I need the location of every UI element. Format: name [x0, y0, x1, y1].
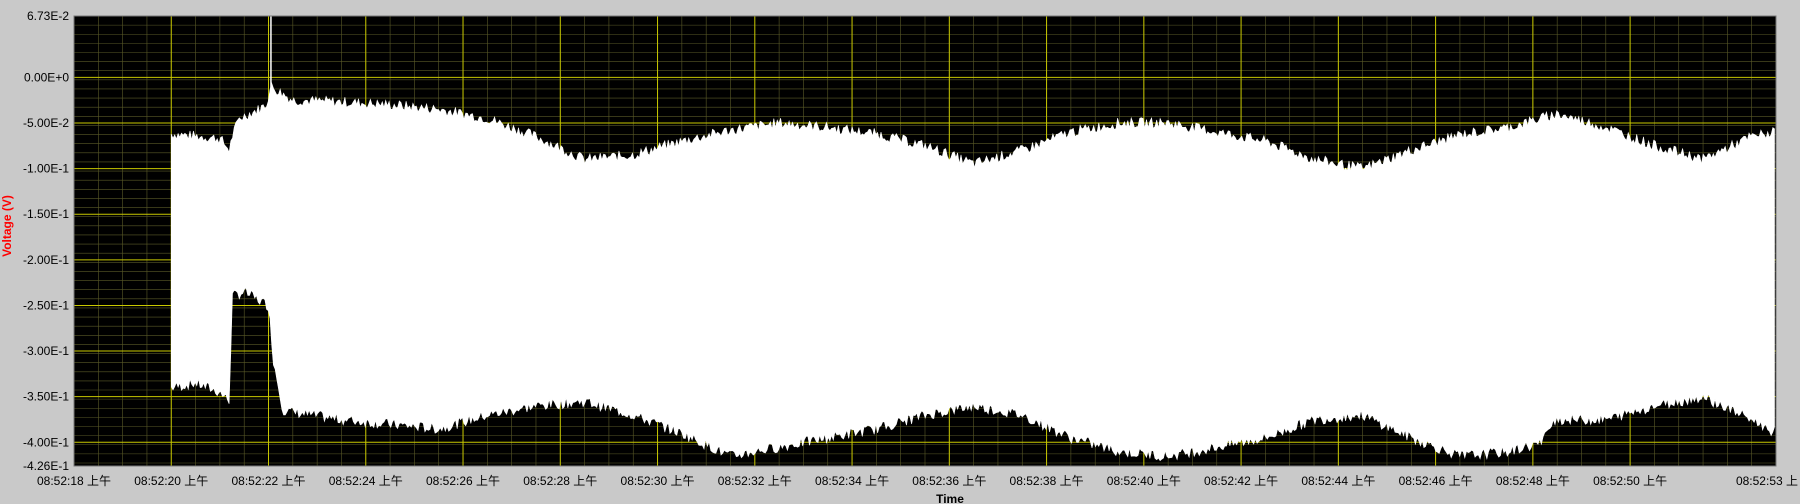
y-tick-label: 0.00E+0	[24, 70, 69, 84]
y-axis-labels: 0.00E+0 -5.00E-2 -1.00E-1 -1.50E-1 -2.00E-1 -…	[23, 70, 69, 449]
signal-envelope	[171, 82, 1775, 462]
x-tick-label: 08:52:18 上午	[37, 474, 111, 488]
y-tick-label: -4.00E-1	[23, 435, 69, 449]
plot-border	[73, 15, 1777, 467]
y-tick-label: -1.50E-1	[23, 207, 69, 221]
x-tick-label: 08:52:46 上午	[1399, 474, 1473, 488]
y-tick-label: -3.50E-1	[23, 390, 69, 404]
x-tick-label: 08:52:50 上午	[1593, 474, 1667, 488]
x-tick-label: 08:52:36 上午	[912, 474, 986, 488]
x-tick-label: 08:52:38 上午	[1010, 474, 1084, 488]
x-tick-label: 08:52:53 上	[1736, 474, 1798, 488]
x-axis-title: Time	[936, 492, 964, 504]
x-tick-label: 08:52:42 上午	[1204, 474, 1278, 488]
x-tick-label: 08:52:20 上午	[134, 474, 208, 488]
x-tick-label: 08:52:32 上午	[718, 474, 792, 488]
x-tick-label: 08:52:48 上午	[1496, 474, 1570, 488]
x-tick-label: 08:52:34 上午	[815, 474, 889, 488]
x-tick-label: 08:52:22 上午	[231, 474, 305, 488]
y-tick-label: -3.00E-1	[23, 344, 69, 358]
y-max-label: 6.73E-2	[27, 9, 69, 23]
y-tick-label: -5.00E-2	[23, 116, 69, 130]
y-min-label: -4.26E-1	[23, 459, 69, 473]
x-axis-labels: 08:52:18 上午 08:52:20 上午 08:52:22 上午 08:52:2…	[37, 474, 1798, 488]
y-tick-label: -2.00E-1	[23, 253, 69, 267]
x-tick-label: 08:52:28 上午	[523, 474, 597, 488]
x-tick-label: 08:52:24 上午	[329, 474, 403, 488]
y-axis-title: Voltage (V)	[0, 195, 14, 257]
x-tick-label: 08:52:30 上午	[621, 474, 695, 488]
x-tick-label: 08:52:40 上午	[1107, 474, 1181, 488]
x-tick-label: 08:52:26 上午	[426, 474, 500, 488]
y-tick-label: -2.50E-1	[23, 298, 69, 312]
y-tick-label: -1.00E-1	[23, 162, 69, 176]
x-tick-label: 08:52:44 上午	[1301, 474, 1375, 488]
